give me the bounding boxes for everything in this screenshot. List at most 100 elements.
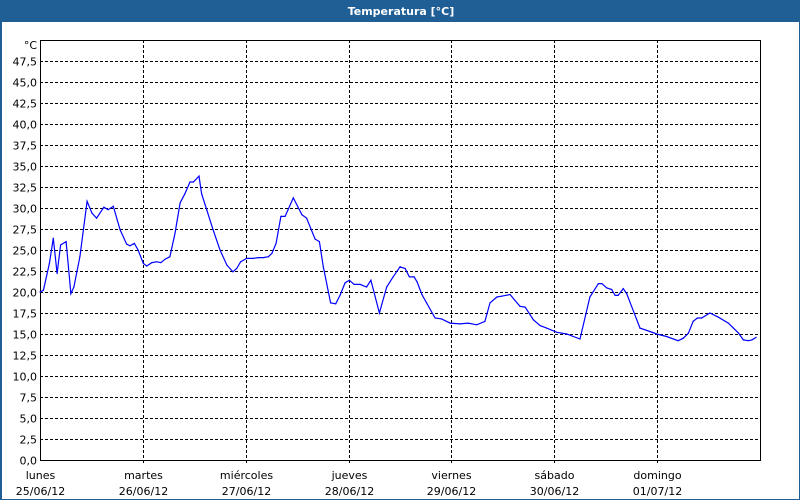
temperature-data-point <box>413 276 415 278</box>
temperature-data-point <box>524 306 526 308</box>
temperature-data-point <box>142 262 144 264</box>
temperature-data-point <box>112 205 114 207</box>
temperature-data-point <box>519 305 521 307</box>
y-tick-label: 20,0 <box>13 287 38 300</box>
y-tick-label: 22,5 <box>13 266 38 279</box>
temperature-data-point <box>267 256 269 258</box>
temperature-data-point <box>426 302 428 304</box>
temperature-data-point <box>271 252 273 254</box>
temperature-data-point <box>359 283 361 285</box>
temperature-data-point <box>226 264 228 266</box>
temperature-data-point <box>399 266 401 268</box>
temperature-data-point <box>597 283 600 285</box>
temperature-data-point <box>262 257 264 259</box>
y-tick-label: 7,5 <box>20 392 38 405</box>
temperature-data-point <box>344 282 346 284</box>
y-tick-label: 5,0 <box>20 413 38 426</box>
temperature-data-point <box>421 293 423 296</box>
temperature-data-point <box>556 331 558 333</box>
temperature-data-point <box>386 286 388 288</box>
x-tick-day-label: viernes <box>431 469 471 482</box>
temperature-data-point <box>48 262 51 264</box>
y-tick-label: 45,0 <box>13 77 38 90</box>
temperature-data-point <box>496 296 498 298</box>
temperature-data-point <box>677 340 679 342</box>
temperature-data-point <box>39 291 41 293</box>
y-tick-label: 37,5 <box>13 140 38 153</box>
x-tick-day-label: lunes <box>26 469 56 482</box>
y-tick-label: 47,5 <box>13 56 38 69</box>
y-tick-label: 0,0 <box>20 455 38 468</box>
temperature-data-point <box>501 295 503 297</box>
temperature-data-point <box>318 241 320 243</box>
temperature-data-point <box>408 276 410 278</box>
temperature-data-point <box>275 242 277 244</box>
temperature-data-point <box>489 302 491 304</box>
temperature-data-point <box>212 229 214 231</box>
temperature-data-point <box>601 283 603 285</box>
temperature-data-point <box>252 257 254 259</box>
temperature-data-point <box>751 339 753 341</box>
y-tick-label: 25,0 <box>13 245 38 258</box>
temperature-data-point <box>611 288 613 291</box>
x-tick-date-label: 30/06/12 <box>530 485 579 498</box>
chart-body <box>2 22 799 499</box>
temperature-data-point <box>449 322 451 324</box>
x-tick-date-label: 28/06/12 <box>325 485 374 498</box>
temperature-data-point <box>137 249 139 251</box>
temperature-data-point <box>56 272 58 275</box>
temperature-data-point <box>566 333 568 335</box>
temperature-data-point <box>169 256 171 258</box>
temperature-data-point <box>639 327 641 329</box>
y-tick-label: 30,0 <box>13 203 38 216</box>
x-tick-date-label: 01/07/12 <box>633 485 682 498</box>
temperature-data-point <box>179 202 181 204</box>
temperature-data-point <box>755 336 757 338</box>
temperature-data-point <box>717 316 720 318</box>
temperature-data-point <box>514 299 516 301</box>
temperature-data-point <box>156 261 158 263</box>
temperature-data-point <box>378 312 380 314</box>
temperature-data-point <box>129 245 131 247</box>
temperature-data-point <box>622 288 624 290</box>
temperature-series-line <box>39 174 757 342</box>
temperature-data-point <box>189 181 191 183</box>
y-tick-label: 2,5 <box>20 434 38 447</box>
temperature-data-point <box>292 197 294 199</box>
temperature-data-point <box>306 217 308 219</box>
temperature-data-point <box>91 212 93 214</box>
temperature-data-point <box>257 257 259 259</box>
temperature-data-point <box>133 242 135 244</box>
temperature-data-point <box>330 302 332 304</box>
temperature-data-point <box>434 317 436 319</box>
x-tick-date-label: 29/06/12 <box>427 485 476 498</box>
temperature-data-point <box>86 200 88 202</box>
temperature-data-point <box>198 175 200 177</box>
temperature-data-point <box>206 209 208 211</box>
temperature-data-point <box>96 217 98 219</box>
temperature-data-point <box>65 241 67 243</box>
temperature-data-point <box>335 303 337 305</box>
temperature-data-point <box>164 258 166 260</box>
temperature-data-point <box>709 312 711 314</box>
y-axis-unit-label: °C <box>24 39 38 52</box>
temperature-data-point <box>589 296 591 298</box>
temperature-data-point <box>174 232 176 234</box>
temperature-data-point <box>107 209 109 211</box>
temperature-data-point <box>416 281 418 283</box>
temperature-data-point <box>606 287 608 289</box>
y-tick-label: 10,0 <box>13 371 38 384</box>
temperature-data-point <box>184 193 186 195</box>
temperature-data-point <box>192 181 194 183</box>
temperature-data-point <box>404 267 406 270</box>
temperature-data-point <box>339 294 341 296</box>
temperature-data-point <box>727 322 729 324</box>
temperature-data-point <box>160 262 162 264</box>
x-tick-date-label: 26/06/12 <box>119 485 168 498</box>
temperature-data-point <box>509 293 511 296</box>
temperature-data-point <box>692 320 694 322</box>
temperature-data-point <box>649 330 651 333</box>
temperature-data-point <box>284 215 286 217</box>
